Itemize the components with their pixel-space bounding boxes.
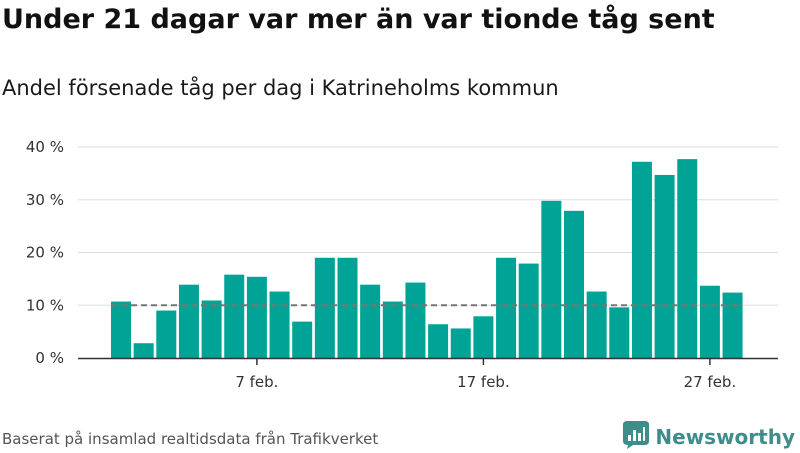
- bar: [405, 282, 426, 358]
- bar: [178, 284, 199, 358]
- bar: [586, 291, 607, 358]
- source-note: Baserat på insamlad realtidsdata från Tr…: [2, 430, 379, 448]
- bar: [677, 159, 698, 358]
- brand-name: Newsworthy: [655, 425, 795, 449]
- bar: [564, 210, 584, 358]
- bar: [518, 263, 539, 358]
- bar: [269, 291, 290, 358]
- bar: [156, 310, 177, 358]
- bar: [314, 257, 335, 358]
- bar: [428, 324, 449, 358]
- y-tick-label: 40 %: [26, 138, 64, 156]
- bar: [337, 257, 358, 358]
- bar: [201, 300, 222, 358]
- bar: [360, 284, 381, 358]
- x-tick-label: 17 feb.: [457, 373, 510, 391]
- bar: [133, 343, 154, 358]
- brand[interactable]: Newsworthy: [623, 421, 795, 453]
- bar: [111, 301, 131, 358]
- x-tick-label: 27 feb.: [684, 373, 737, 391]
- y-tick-label: 20 %: [26, 244, 64, 262]
- x-tick-label: 7 feb.: [235, 373, 278, 391]
- bar: [292, 321, 313, 358]
- newsworthy-logo-icon: [623, 421, 650, 453]
- bar: [654, 174, 675, 358]
- y-tick-label: 10 %: [26, 296, 64, 314]
- chart-title: Under 21 dagar var mer än var tionde tåg…: [2, 4, 715, 35]
- chart-subtitle: Andel försenade tåg per dag i Katrinehol…: [2, 76, 559, 100]
- bars: [111, 159, 743, 358]
- bar: [450, 328, 471, 358]
- bar-chart: 0 % 10 % 20 % 30 % 40 % 7 feb. 17 feb. 27 feb.: [26, 138, 778, 391]
- bar: [382, 301, 403, 358]
- bar: [224, 274, 245, 358]
- bar: [722, 292, 743, 358]
- axes: [78, 357, 778, 365]
- bar: [609, 307, 630, 358]
- bar: [631, 161, 652, 358]
- tick-labels: 0 % 10 % 20 % 30 % 40 % 7 feb. 17 feb. 27 feb.: [26, 138, 736, 391]
- y-tick-label: 0 %: [35, 349, 64, 367]
- y-tick-label: 30 %: [26, 191, 64, 209]
- bar: [496, 257, 517, 358]
- bar: [246, 276, 267, 358]
- bar: [473, 316, 494, 358]
- bar: [699, 285, 720, 358]
- bar: [541, 200, 562, 358]
